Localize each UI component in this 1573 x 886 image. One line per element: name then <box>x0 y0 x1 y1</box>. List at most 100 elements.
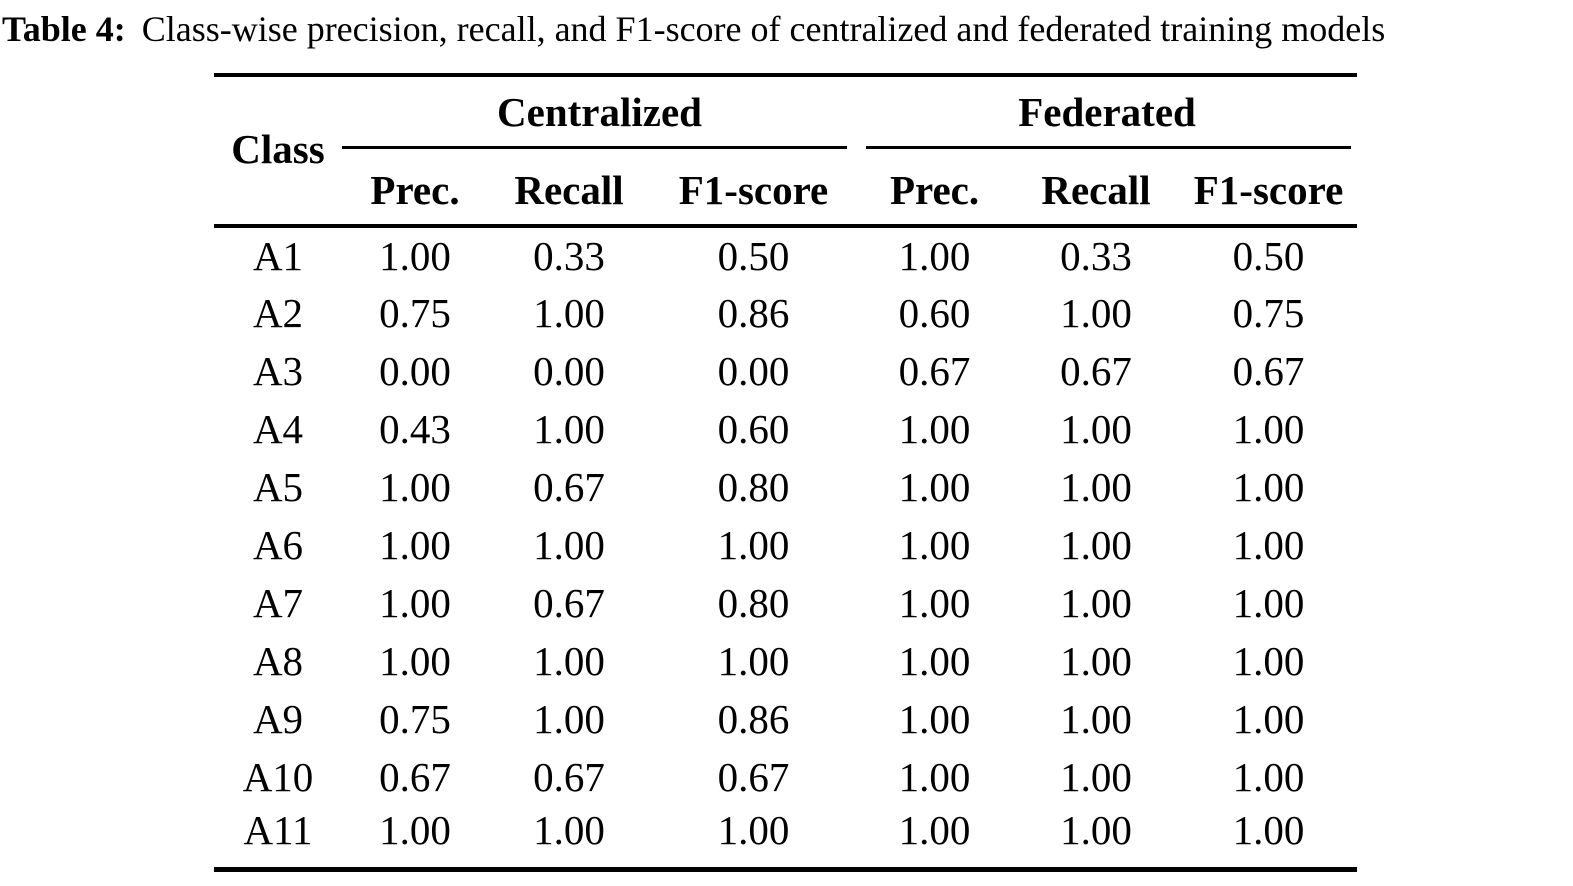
value-cell: 1.00 <box>898 638 971 684</box>
value-cell: 0.75 <box>379 696 451 742</box>
value-cell: 1.00 <box>1232 638 1305 684</box>
value-cell: 1.00 <box>1060 406 1132 452</box>
table-caption-label: Table 4: <box>2 9 126 49</box>
table-row: A2 0.75 1.00 0.86 0.60 1.00 0.75 <box>214 284 1357 342</box>
value-cell: 1.00 <box>1232 522 1305 568</box>
class-cell: A6 <box>252 522 304 568</box>
value-cell: 1.00 <box>898 807 971 853</box>
value-cell: 1.00 <box>1060 290 1132 336</box>
value-cell: 1.00 <box>533 696 605 742</box>
column-header-centralized-recall: Recall <box>488 149 650 228</box>
group-header-federated-inner: Federated <box>857 77 1357 149</box>
value-cell: 1.00 <box>898 580 971 626</box>
value-cell: 1.00 <box>379 638 451 684</box>
value-cell: 1.00 <box>1060 807 1132 853</box>
sub-header-row: Prec. Recall F1-score Prec. Recall F1-sc… <box>214 149 1358 228</box>
class-cell: A7 <box>252 580 304 626</box>
value-cell: 0.00 <box>379 348 451 394</box>
value-cell: 1.00 <box>898 406 971 452</box>
value-cell: 1.00 <box>1060 696 1132 742</box>
value-cell: 1.00 <box>1232 696 1305 742</box>
class-cell: A8 <box>252 638 304 684</box>
value-cell: 0.00 <box>533 348 605 394</box>
value-cell: 1.00 <box>898 754 971 800</box>
value-cell: 1.00 <box>1232 406 1305 452</box>
class-cell: A5 <box>252 464 304 510</box>
class-cell: A9 <box>252 696 304 742</box>
value-cell: 0.80 <box>717 464 790 510</box>
value-cell: 0.67 <box>1060 348 1132 394</box>
value-cell: 0.86 <box>717 696 790 742</box>
value-cell: 1.00 <box>1060 580 1132 626</box>
value-cell: 1.00 <box>379 464 451 510</box>
table-row: A9 0.75 1.00 0.86 1.00 1.00 1.00 <box>214 690 1357 748</box>
column-header-centralized-f1score: F1-score <box>650 149 858 228</box>
table-row: A6 1.00 1.00 1.00 1.00 1.00 1.00 <box>214 516 1357 574</box>
value-cell: 0.67 <box>533 754 605 800</box>
group-header-federated-label: Federated <box>1018 89 1196 135</box>
value-cell: 0.75 <box>1232 290 1305 336</box>
class-cell: A2 <box>252 290 304 336</box>
value-cell: 0.67 <box>379 754 451 800</box>
table-row: A11 1.00 1.00 1.00 1.00 1.00 1.00 <box>214 806 1357 870</box>
value-cell: 0.75 <box>379 290 451 336</box>
table-row: A8 1.00 1.00 1.00 1.00 1.00 1.00 <box>214 632 1357 690</box>
value-cell: 1.00 <box>379 522 451 568</box>
value-cell: 0.67 <box>533 580 605 626</box>
column-header-class: Class <box>214 75 342 228</box>
value-cell: 0.00 <box>717 348 790 394</box>
class-cell: A1 <box>252 233 304 279</box>
value-cell: 1.00 <box>379 580 451 626</box>
value-cell: 0.67 <box>717 754 790 800</box>
value-cell: 1.00 <box>1232 464 1305 510</box>
value-cell: 1.00 <box>533 406 605 452</box>
class-cell: A4 <box>252 406 304 452</box>
value-cell: 1.00 <box>533 807 605 853</box>
class-cell: A3 <box>252 348 304 394</box>
value-cell: 0.67 <box>533 464 605 510</box>
group-header-federated: Federated <box>857 75 1357 149</box>
column-header-centralized-precision: Prec. <box>342 149 488 228</box>
class-cell: A11 <box>243 807 313 853</box>
table-caption: Table 4: Class-wise precision, recall, an… <box>2 8 1385 50</box>
group-header-centralized: Centralized <box>342 75 857 149</box>
value-cell: 0.86 <box>717 290 790 336</box>
column-header-federated-precision: Prec. <box>857 149 1013 228</box>
federated-underline-rule <box>866 146 1352 149</box>
class-cell: A10 <box>242 754 314 800</box>
value-cell: 1.00 <box>898 696 971 742</box>
group-header-centralized-label: Centralized <box>497 89 702 135</box>
value-cell: 1.00 <box>379 807 451 853</box>
value-cell: 1.00 <box>379 233 451 279</box>
group-header-centralized-inner: Centralized <box>342 77 857 149</box>
value-cell: 0.67 <box>1232 348 1305 394</box>
value-cell: 1.00 <box>717 638 790 684</box>
column-header-federated-recall: Recall <box>1012 149 1181 228</box>
value-cell: 1.00 <box>1232 580 1305 626</box>
value-cell: 1.00 <box>533 290 605 336</box>
value-cell: 1.00 <box>717 807 790 853</box>
value-cell: 0.43 <box>379 406 451 452</box>
value-cell: 1.00 <box>1060 754 1132 800</box>
value-cell: 1.00 <box>898 233 971 279</box>
centralized-underline-rule <box>342 146 848 149</box>
value-cell: 1.00 <box>898 522 971 568</box>
table-row: A1 1.00 0.33 0.50 1.00 0.33 0.50 <box>214 226 1357 284</box>
table-row: A10 0.67 0.67 0.67 1.00 1.00 1.00 <box>214 748 1357 806</box>
table-row: A7 1.00 0.67 0.80 1.00 1.00 1.00 <box>214 574 1357 632</box>
value-cell: 1.00 <box>1232 754 1305 800</box>
table-caption-text: Class-wise precision, recall, and F1-sco… <box>141 9 1386 49</box>
column-header-federated-f1score: F1-score <box>1180 149 1358 228</box>
table-row: A3 0.00 0.00 0.00 0.67 0.67 0.67 <box>214 342 1357 400</box>
value-cell: 1.00 <box>1060 638 1132 684</box>
value-cell: 0.50 <box>1232 233 1305 279</box>
value-cell: 0.50 <box>717 233 790 279</box>
value-cell: 0.60 <box>898 290 971 336</box>
value-cell: 1.00 <box>1232 807 1305 853</box>
value-cell: 1.00 <box>898 464 971 510</box>
table-row: A5 1.00 0.67 0.80 1.00 1.00 1.00 <box>214 458 1357 516</box>
value-cell: 1.00 <box>1060 464 1132 510</box>
value-cell: 1.00 <box>533 638 605 684</box>
value-cell: 0.33 <box>533 233 605 279</box>
value-cell: 1.00 <box>533 522 605 568</box>
